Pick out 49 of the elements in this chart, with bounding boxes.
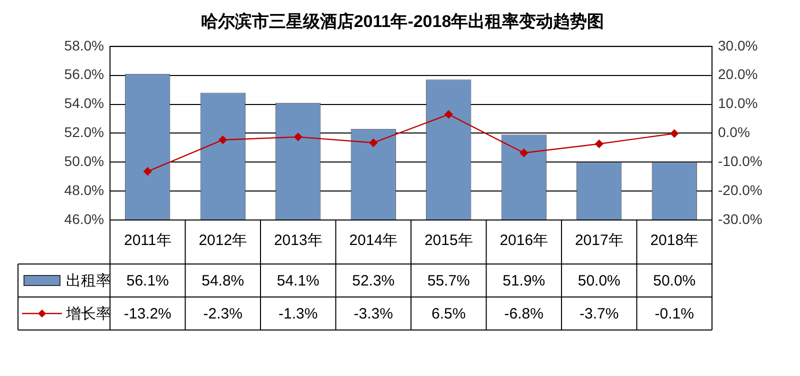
point (144, 167, 152, 176)
data-label: 6.5% (432, 306, 466, 323)
point (444, 110, 453, 118)
data-label: 56.1% (126, 272, 169, 290)
y2-tick-label: 30.0% (718, 37, 758, 54)
data-label: -1.3% (278, 306, 318, 323)
point (294, 132, 302, 142)
y-tick-label: 58.0% (64, 37, 104, 54)
x-tick-label: 2018年 (650, 232, 699, 250)
y2-tick-label: 0.0% (718, 124, 750, 140)
data-label: 54.8% (202, 272, 244, 290)
x-tick-label: 2011年 (124, 232, 172, 250)
data-label: -3.3% (354, 306, 393, 323)
data-label: -2.3% (203, 306, 242, 323)
y-tick-label: 48.0% (64, 182, 104, 198)
data-label: -6.8% (504, 306, 544, 323)
data-label: 50.0% (578, 272, 620, 290)
y-tick-label: 52.0% (64, 124, 104, 140)
data-label: 50.0% (653, 272, 696, 290)
x-tick-label: 2012年 (198, 232, 248, 250)
y2-tick-label: -10.0% (718, 152, 762, 169)
data-label: -3.7% (580, 306, 619, 323)
y-tick-label: 50.0% (64, 152, 104, 169)
legend-label: 出租率 (66, 272, 111, 290)
point (670, 129, 678, 138)
data-label: 52.3% (352, 272, 395, 290)
x-tick-label: 2017年 (574, 232, 624, 250)
x-tick-label: 2013年 (274, 232, 322, 250)
x-tick-label: 2016年 (500, 232, 548, 250)
point (218, 136, 227, 144)
y-tick-label: 46.0% (64, 210, 104, 227)
legend-label: 增长率 (65, 306, 111, 323)
point (595, 140, 604, 148)
data-label: 54.1% (276, 272, 320, 290)
x-tick-label: 2014年 (349, 232, 398, 250)
y-tick-label: 56.0% (64, 66, 104, 82)
data-label: 55.7% (427, 272, 470, 290)
chart-title: 哈尔滨市三星级酒店2011年-2018年出租率变动趋势图 (200, 12, 604, 31)
y-tick-label: 54.0% (64, 95, 104, 112)
y2-tick-label: -20.0% (718, 182, 762, 198)
data-label: 51.9% (502, 272, 546, 290)
point (369, 138, 378, 147)
y2-tick-label: 20.0% (718, 66, 758, 82)
data-label: -0.1% (654, 306, 694, 323)
data-label: -13.2% (124, 306, 172, 323)
y2-tick-label: 10.0% (718, 95, 758, 112)
point (520, 148, 528, 157)
x-tick-label: 2015年 (424, 232, 473, 250)
y2-tick-label: -30.0% (718, 210, 762, 227)
